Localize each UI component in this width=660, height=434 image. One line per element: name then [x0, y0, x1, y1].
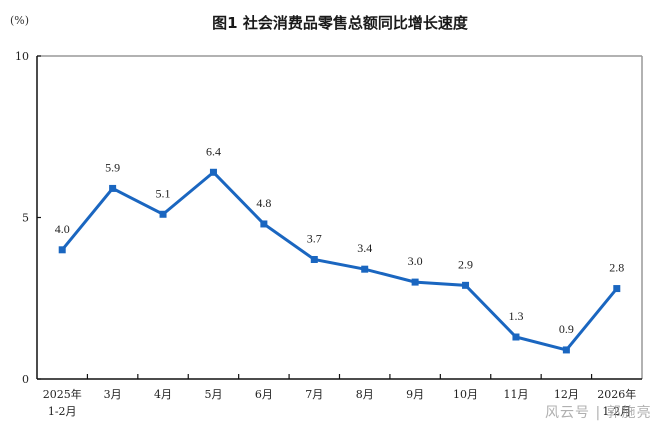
data-point-marker	[109, 184, 117, 192]
x-tick-label: 4月	[154, 388, 172, 401]
data-point-marker	[361, 265, 369, 273]
x-tick-label: 2025年	[43, 387, 82, 401]
data-point-marker	[58, 246, 66, 254]
x-tick-label: 1-2月	[602, 405, 631, 418]
y-tick-label: 10	[15, 50, 29, 63]
data-label: 1.3	[508, 309, 523, 323]
data-point-marker	[462, 281, 470, 289]
y-axis: 0 5 10	[15, 50, 41, 386]
x-tick-label: 7月	[305, 388, 323, 401]
plot-frame	[37, 55, 643, 379]
x-tick-label: 1-2月	[48, 405, 77, 418]
x-tick-label: 9月	[406, 388, 424, 401]
x-tick-label: 6月	[255, 388, 273, 401]
data-point-marker	[209, 168, 217, 176]
x-axis: 2025年 1-2月 3月 4月 5月 6月 7月 8月 9月 10月 11月 12月 2026年 1-2…	[37, 374, 642, 418]
data-label: 0.9	[559, 322, 574, 336]
data-point-marker	[310, 255, 318, 263]
data-label: 3.7	[307, 231, 322, 245]
series-line	[61, 170, 618, 352]
x-tick-label: 3月	[104, 388, 122, 401]
y-tick-label: 0	[22, 373, 29, 386]
data-point-marker	[411, 278, 419, 286]
x-tick-label: 10月	[453, 388, 478, 401]
data-point-marker	[562, 346, 570, 354]
data-label: 3.4	[357, 241, 372, 255]
data-point-marker	[613, 285, 621, 293]
data-label: 3.0	[408, 254, 423, 268]
data-label: 2.8	[609, 261, 624, 275]
x-tick-label: 5月	[204, 388, 222, 401]
data-label: 6.4	[206, 144, 221, 158]
watermark: 风云号 | 郭施亮	[545, 405, 652, 421]
y-axis-unit-label: (%)	[10, 14, 30, 27]
chart-title: 图1 社会消费品零售总额同比增长速度	[212, 14, 468, 32]
data-label: 4.8	[256, 196, 271, 210]
x-tick-label: 11月	[503, 388, 528, 401]
y-tick-label: 5	[22, 212, 29, 225]
data-series	[58, 168, 621, 354]
data-label: 2.9	[458, 257, 473, 271]
data-label: 4.0	[55, 222, 70, 236]
data-point-marker	[159, 210, 167, 218]
x-tick-label: 8月	[356, 388, 374, 401]
data-point-marker	[512, 333, 520, 341]
x-tick-label: 2026年	[597, 387, 636, 401]
data-label: 5.9	[105, 160, 120, 174]
data-point-marker	[260, 220, 268, 228]
data-labels: 4.0 5.9 5.1 6.4 4.8 3.7 3.4 3.0 2.9 1.3 0.9 2.8	[55, 144, 625, 336]
data-label: 5.1	[156, 186, 171, 200]
x-tick-label: 12月	[554, 388, 579, 401]
